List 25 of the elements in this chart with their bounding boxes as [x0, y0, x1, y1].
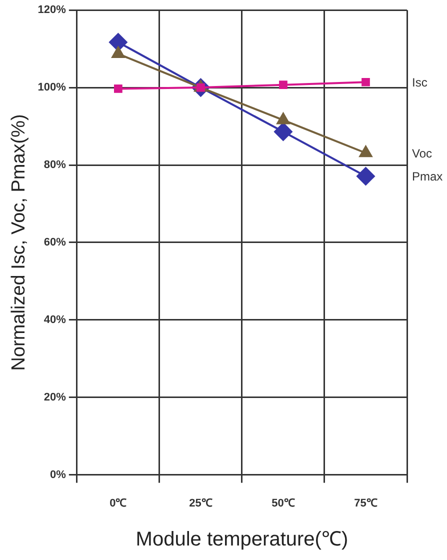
point [279, 80, 288, 90]
text: Isc [412, 75, 428, 90]
point [359, 146, 372, 158]
y-axis-title: Normalized Isc, Voc, Pmax(%) [8, 114, 30, 371]
y-tick-label: 60% [44, 236, 66, 248]
y-tick-label: 40% [44, 314, 66, 326]
x-tick-label: 25℃ [189, 497, 212, 510]
text: Voc [412, 146, 432, 160]
point [114, 84, 122, 93]
point [362, 78, 370, 86]
y-tick-label: 100% [38, 82, 66, 94]
x-axis-title: Module temperature(℃) [136, 528, 348, 551]
x-tick-label: 75℃ [354, 497, 378, 510]
y-tick-label: 80% [44, 159, 66, 172]
x-tick-label: 50℃ [272, 497, 295, 510]
y-tick-label: 120% [38, 4, 66, 16]
text: Pmax [412, 170, 443, 184]
y-tick-label: 0% [50, 468, 66, 481]
y-tick-label: 20% [44, 391, 66, 404]
point [274, 122, 292, 141]
x-tick-label: 0℃ [110, 497, 127, 510]
point [109, 33, 128, 52]
point [112, 46, 125, 58]
point [276, 112, 290, 124]
point [356, 167, 375, 186]
